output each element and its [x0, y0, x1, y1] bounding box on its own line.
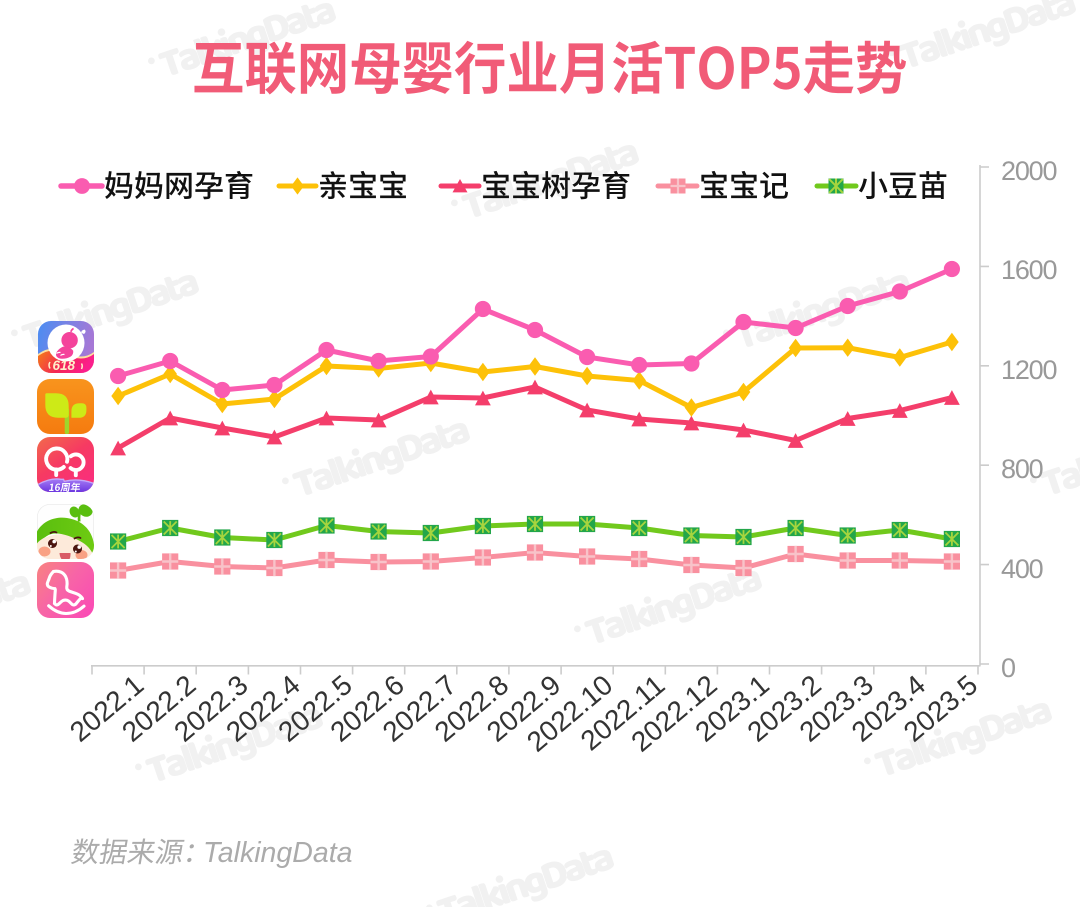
svg-text:618: 618 [53, 358, 76, 373]
svg-text:1200: 1200 [1001, 355, 1056, 385]
svg-text:800: 800 [1001, 454, 1043, 484]
svg-text:2000: 2000 [1001, 156, 1056, 186]
svg-text:TalkingData: TalkingData [203, 837, 352, 869]
svg-text:1600: 1600 [1001, 255, 1056, 285]
svg-text:400: 400 [1001, 554, 1043, 584]
svg-text:0: 0 [1001, 653, 1015, 683]
